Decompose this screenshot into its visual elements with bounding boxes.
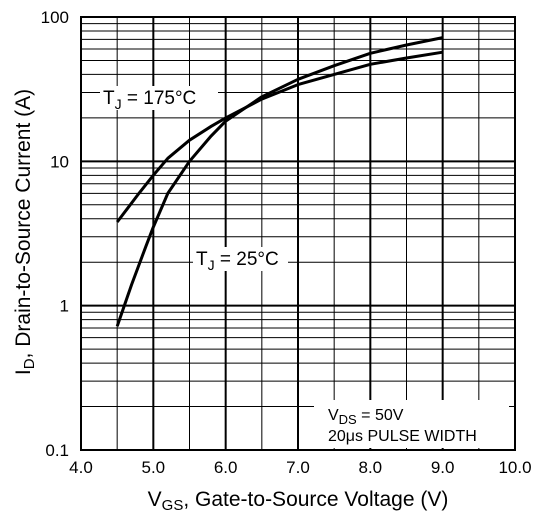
y-tick-label: 1 [60, 297, 69, 316]
conditions-line-1: VDS = 50V [328, 407, 404, 427]
y-axis-title: ID, Drain-to-Source Current (A) [12, 89, 38, 375]
x-axis-title: VGS, Gate-to-Source Voltage (V) [148, 488, 449, 514]
annotation-tj-25: TJ = 25°C [196, 249, 279, 273]
y-tick-label: 100 [41, 8, 69, 27]
annotation-tj-175: TJ = 175°C [103, 88, 196, 112]
y-tick-label: 10 [50, 152, 69, 171]
annotation-175-bg [100, 86, 218, 110]
curves [115, 36, 444, 327]
x-tick-label: 6.0 [214, 458, 238, 477]
conditions-box [314, 400, 509, 448]
tick-labels: 4.0 5.0 6.0 7.0 8.0 9.0 10.0 0.1 1 10 100 [41, 8, 532, 477]
series-line-tj-175 [116, 50, 443, 223]
x-tick-label: 8.0 [359, 458, 383, 477]
conditions-line-2: 20μs PULSE WIDTH [328, 428, 477, 445]
x-tick-label: 4.0 [69, 458, 93, 477]
x-tick-label: 5.0 [142, 458, 166, 477]
y-tick-label: 0.1 [45, 441, 69, 460]
x-tick-label: 9.0 [431, 458, 455, 477]
annotation-25-bg [193, 247, 288, 271]
plot-frame [80, 16, 516, 451]
x-tick-label: 7.0 [286, 458, 310, 477]
x-tick-label: 10.0 [498, 458, 531, 477]
series-line-tj-25 [115, 36, 444, 327]
grid-lines [81, 17, 515, 450]
